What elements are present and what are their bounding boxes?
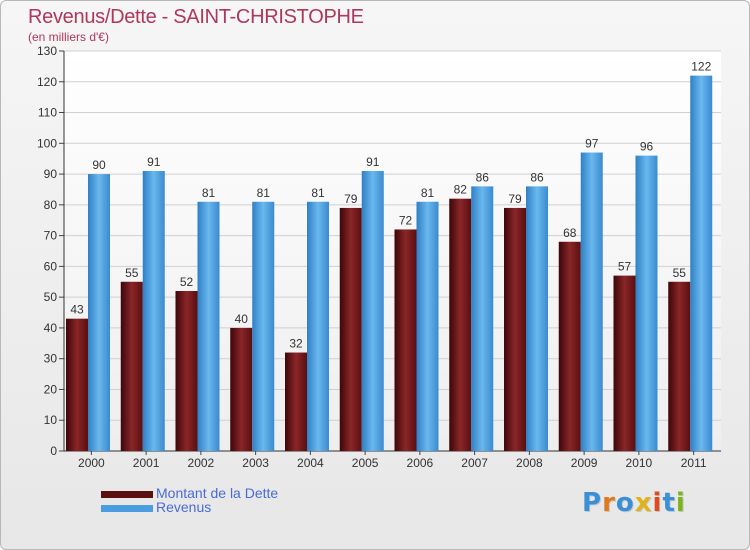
bar-revenus [416,201,439,451]
bar-debt-value-label: 52 [180,275,194,289]
bar-revenus [635,155,658,451]
bar-revenus-value-label: 91 [366,155,380,169]
bar-debt [394,229,417,451]
logo-letter: P [582,488,603,518]
x-tick-label: 2008 [516,456,543,470]
bar-revenus-value-label: 96 [640,140,654,154]
y-tick-label: 50 [44,290,58,304]
bar-debt [120,281,143,451]
logo-letter: t [662,488,676,518]
bar-revenus [88,174,110,452]
x-tick-label: 2003 [242,456,269,470]
y-tick-label: 100 [37,136,57,150]
bar-revenus [197,201,220,451]
bar-debt [175,291,198,451]
bar-debt [504,207,526,451]
bar-debt [339,207,362,451]
bar-revenus [526,186,548,451]
x-tick-label: 2010 [626,456,653,470]
x-tick-label: 2004 [297,456,324,470]
y-tick-label: 130 [37,44,57,58]
bar-revenus-value-label: 90 [92,158,106,172]
y-tick-label: 40 [44,321,58,335]
bar-revenus [690,75,713,451]
bar-revenus-value-label: 122 [691,60,711,74]
bar-revenus [307,201,329,451]
y-tick-label: 30 [44,352,58,366]
bar-debt-value-label: 55 [673,266,687,280]
logo-letter: i [652,488,663,518]
legend-label-debt: Montant de la Dette [156,485,279,501]
y-tick-label: 80 [44,198,58,212]
bar-revenus-value-label: 81 [311,186,325,200]
bar-revenus-value-label: 86 [530,170,544,184]
bar-revenus-value-label: 81 [421,186,435,200]
y-tick-label: 60 [44,259,58,273]
bar-debt [449,198,472,451]
bar-debt-value-label: 82 [454,183,468,197]
bar-revenus [471,186,494,451]
bar-debt-value-label: 57 [618,260,632,274]
logo-letter: i [675,488,686,518]
chart-subtitle: (en milliers d'€) [28,30,109,44]
bar-debt-value-label: 68 [563,226,577,240]
bar-debt-value-label: 79 [508,192,522,206]
bar-revenus [361,171,384,451]
x-tick-label: 2005 [352,456,379,470]
y-tick-label: 110 [38,106,57,120]
y-tick-label: 10 [44,413,58,427]
plot-area [64,51,721,451]
logo-letter: o [615,488,635,518]
bar-revenus [252,201,275,451]
legend-swatch-revenus [101,505,153,512]
bar-debt-value-label: 43 [70,303,84,317]
bar-debt-value-label: 40 [235,312,249,326]
bar-revenus [142,171,165,451]
bar-debt-value-label: 72 [399,213,413,227]
bar-revenus-value-label: 91 [147,155,161,169]
proxiti-logo: Proxiti [582,488,686,518]
legend-label-revenus: Revenus [156,499,212,515]
bar-revenus-value-label: 86 [476,170,490,184]
bar-revenus-value-label: 81 [202,186,216,200]
bar-revenus-value-label: 97 [585,137,599,151]
x-tick-label: 2011 [681,456,707,470]
x-tick-label: 2009 [571,456,598,470]
x-tick-label: 2002 [188,456,215,470]
bar-debt [668,281,691,451]
logo-letter: x [634,488,653,518]
y-tick-label: 20 [44,382,58,396]
bar-debt-value-label: 79 [344,192,358,206]
y-tick-label: 0 [50,444,57,458]
bar-debt [285,352,307,451]
x-tick-label: 2000 [78,456,105,470]
legend-swatch-debt [101,491,153,498]
y-tick-label: 90 [44,167,58,181]
bar-debt [66,318,88,451]
y-tick-label: 120 [37,75,57,89]
logo-letter: r [602,488,616,518]
bar-debt [558,241,581,451]
bar-debt [230,327,253,451]
x-tick-label: 2001 [133,456,160,470]
bar-debt-value-label: 55 [125,266,139,280]
bar-debt [613,275,636,451]
bar-revenus [580,152,603,452]
y-tick-label: 70 [44,229,58,243]
chart-title: Revenus/Dette - SAINT-CHRISTOPHE [28,6,364,28]
bar-revenus-value-label: 81 [257,186,271,200]
x-tick-label: 2006 [407,456,434,470]
x-tick-label: 2007 [461,456,488,470]
bar-debt-value-label: 32 [289,337,303,351]
